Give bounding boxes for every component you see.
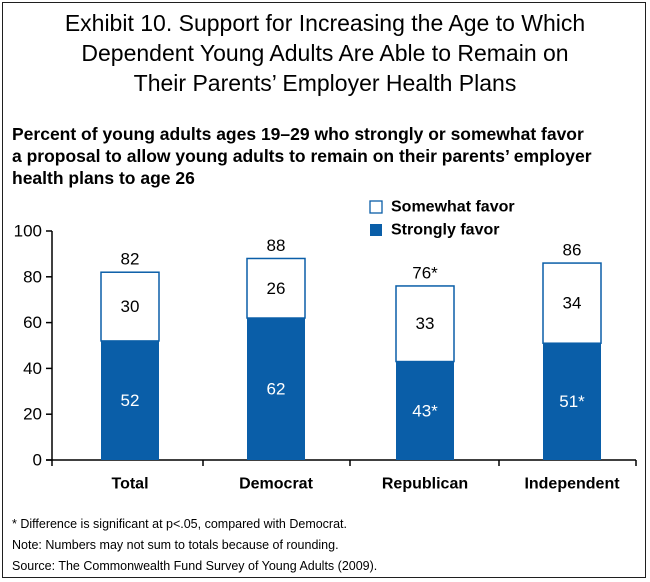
data-label-total: 86 xyxy=(563,241,582,260)
data-label-somewhat: 26 xyxy=(267,279,286,298)
data-label-somewhat: 33 xyxy=(416,314,435,333)
y-tick-label: 60 xyxy=(23,313,42,332)
significance-note: * Difference is significant at p<.05, co… xyxy=(12,517,347,531)
data-label-strongly: 52 xyxy=(121,391,140,410)
bar-somewhat-favor xyxy=(246,257,306,319)
data-label-somewhat: 34 xyxy=(563,294,582,313)
y-tick-label: 40 xyxy=(23,359,42,378)
x-tick-label: Republican xyxy=(382,476,468,493)
legend-swatch-somewhat-favor xyxy=(369,200,383,214)
title-line-1: Exhibit 10. Support for Increasing the A… xyxy=(64,10,586,36)
bar-somewhat-favor xyxy=(100,271,160,342)
y-tick-label: 0 xyxy=(33,451,42,470)
bar-somewhat-favor xyxy=(395,285,455,363)
footnotes: * Difference is significant at p<.05, co… xyxy=(12,514,377,577)
legend-label-strongly-favor: Strongly favor xyxy=(391,222,499,239)
legend-label-somewhat-favor: Somewhat favor xyxy=(391,199,515,216)
bar-strongly-favor xyxy=(396,361,454,460)
source-note: Source: The Commonwealth Fund Survey of … xyxy=(12,559,378,573)
data-label-strongly: 62 xyxy=(267,380,286,399)
y-tick-label: 20 xyxy=(23,405,42,424)
y-tick-label: 80 xyxy=(23,267,42,286)
title-line-3: Their Parents’ Employer Health Plans xyxy=(133,70,517,96)
x-tick-label: Independent xyxy=(524,476,620,493)
rounding-note: Note: Numbers may not sum to totals beca… xyxy=(12,538,339,552)
chart-subtitle: Percent of young adults ages 19–29 who s… xyxy=(12,123,642,189)
data-label-total: 88 xyxy=(267,236,286,255)
chart-title: Exhibit 10. Support for Increasing the A… xyxy=(0,8,650,98)
bar-strongly-favor xyxy=(101,340,159,460)
bar-strongly-favor xyxy=(543,343,601,460)
subtitle-line-3: health plans to age 26 xyxy=(12,168,195,188)
subtitle-line-2: a proposal to allow young adults to rema… xyxy=(12,146,592,166)
subtitle-line-1: Percent of young adults ages 19–29 who s… xyxy=(12,124,584,144)
data-label-total: 82 xyxy=(121,250,140,269)
data-label-strongly: 51* xyxy=(559,392,585,411)
data-label-strongly: 43* xyxy=(412,401,438,420)
title-line-2: Dependent Young Adults Are Able to Remai… xyxy=(81,40,569,66)
y-tick-label: 100 xyxy=(14,222,42,241)
bar-strongly-favor xyxy=(247,318,305,460)
x-tick-label: Total xyxy=(111,476,148,493)
x-tick-label: Democrat xyxy=(239,476,313,493)
data-label-somewhat: 30 xyxy=(121,297,140,316)
bar-somewhat-favor xyxy=(542,262,602,344)
data-label-total: 76* xyxy=(412,263,438,282)
legend-swatch-strongly-favor xyxy=(370,224,382,236)
